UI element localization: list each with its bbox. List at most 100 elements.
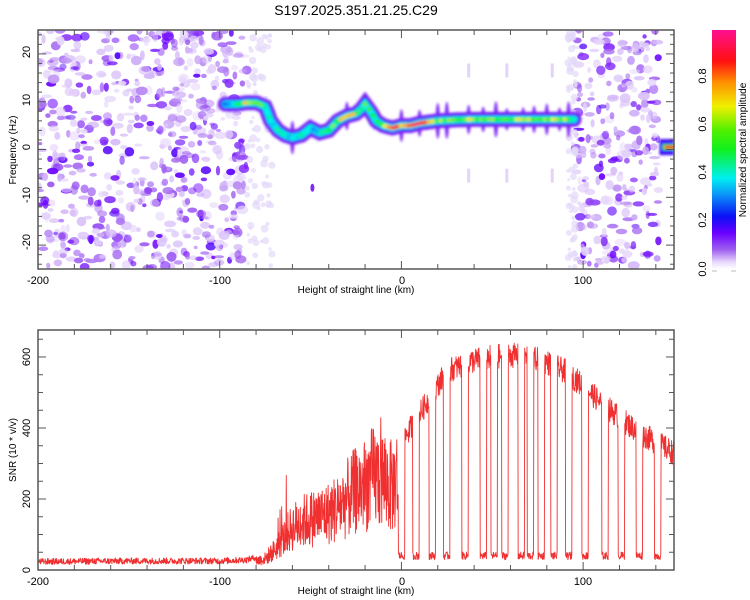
- noise-blob: [167, 189, 173, 194]
- noise-blob: [642, 146, 650, 155]
- noise-blob: [256, 206, 261, 211]
- noise-blob: [178, 191, 185, 197]
- noise-blob: [157, 125, 164, 135]
- noise-blob: [38, 126, 46, 137]
- noise-blob: [105, 229, 117, 238]
- noise-blob: [632, 201, 645, 207]
- noise-blob: [87, 121, 100, 129]
- noise-blob: [178, 135, 189, 139]
- noise-blob: [87, 187, 96, 197]
- noise-blob: [253, 124, 261, 133]
- noise-blob: [188, 35, 198, 42]
- noise-blob: [208, 224, 215, 229]
- noise-blob: [606, 223, 619, 229]
- noise-blob: [627, 261, 640, 269]
- noise-blob: [565, 148, 572, 155]
- end-core: [664, 145, 674, 149]
- noise-blob: [257, 194, 265, 202]
- noise-blob: [629, 68, 641, 74]
- noise-blob: [612, 55, 623, 62]
- noise-blob: [593, 38, 605, 45]
- noise-blob: [257, 46, 262, 51]
- noise-blob: [67, 239, 75, 244]
- noise-blob: [182, 215, 190, 223]
- ridge-harmonic: [550, 168, 554, 183]
- noise-blob: [633, 76, 645, 81]
- bottom-xtick-label: -200: [27, 576, 49, 588]
- noise-blob: [653, 200, 663, 204]
- noise-blob: [163, 123, 169, 128]
- noise-blob: [238, 68, 247, 74]
- noise-blob: [239, 80, 246, 87]
- noise-blob: [268, 250, 276, 258]
- noise-blob: [215, 60, 221, 68]
- noise-blob: [179, 38, 184, 46]
- noise-blob: [47, 98, 58, 109]
- noise-blob: [200, 166, 212, 175]
- ridge-peak: [462, 117, 468, 122]
- noise-blob: [78, 195, 90, 200]
- noise-blob: [83, 215, 93, 220]
- ridge-peak: [454, 117, 460, 123]
- noise-blob: [95, 240, 103, 246]
- noise-blob: [56, 36, 65, 46]
- noise-blob: [179, 215, 189, 223]
- noise-blob: [161, 164, 167, 174]
- ridge-peak: [338, 116, 344, 122]
- noise-blob: [188, 93, 194, 99]
- noise-blob: [147, 181, 154, 188]
- noise-blob: [621, 257, 627, 263]
- noise-blob: [649, 156, 661, 160]
- noise-blob: [134, 95, 142, 104]
- noise-blob: [229, 252, 236, 261]
- noise-blob: [156, 192, 163, 202]
- noise-blob: [568, 265, 572, 269]
- noise-blob: [584, 82, 593, 90]
- noise-blob: [48, 59, 54, 63]
- noise-blob: [232, 230, 240, 236]
- noise-blob: [79, 32, 90, 41]
- noise-blob: [49, 109, 57, 115]
- noise-blob: [571, 264, 578, 269]
- noise-blob: [264, 95, 268, 99]
- ridge-peak: [334, 119, 340, 124]
- top-xtick-label: 0: [399, 275, 405, 287]
- noise-blob: [638, 159, 643, 165]
- noise-blob: [647, 221, 659, 227]
- noise-blob: [603, 48, 615, 55]
- noise-blob: [265, 174, 269, 179]
- noise-blob: [74, 72, 86, 76]
- noise-blob: [582, 176, 590, 181]
- noise-blob: [69, 131, 81, 141]
- noise-blob: [41, 214, 50, 220]
- noise-blob: [38, 246, 49, 251]
- noise-blob: [564, 34, 573, 43]
- noise-blob: [572, 169, 576, 173]
- noise-blob: [649, 172, 660, 177]
- noise-blob: [571, 187, 576, 191]
- top-ytick-label: 20: [21, 46, 33, 58]
- noise-blob: [630, 101, 637, 108]
- noise-blob: [616, 173, 624, 182]
- noise-blob: [52, 149, 58, 159]
- noise-blob: [155, 211, 165, 221]
- noise-blob: [643, 65, 653, 74]
- noise-blob: [200, 251, 210, 255]
- noise-blob: [185, 261, 195, 269]
- colorbar-tick-label: 0.4: [697, 164, 709, 179]
- noise-blob: [196, 209, 207, 219]
- noise-blob: [647, 78, 657, 87]
- noise-blob: [129, 95, 135, 104]
- noise-blob: [195, 124, 202, 130]
- noise-blob: [152, 32, 159, 42]
- noise-blob: [81, 74, 93, 80]
- noise-blob: [186, 57, 194, 67]
- noise-blob: [655, 236, 662, 246]
- noise-blob: [105, 119, 113, 125]
- noise-blob: [266, 193, 271, 198]
- ridge-peak: [402, 123, 408, 128]
- noise-blob: [250, 143, 256, 149]
- noise-blob: [268, 33, 273, 38]
- noise-blob: [176, 207, 184, 217]
- noise-blob: [584, 112, 595, 117]
